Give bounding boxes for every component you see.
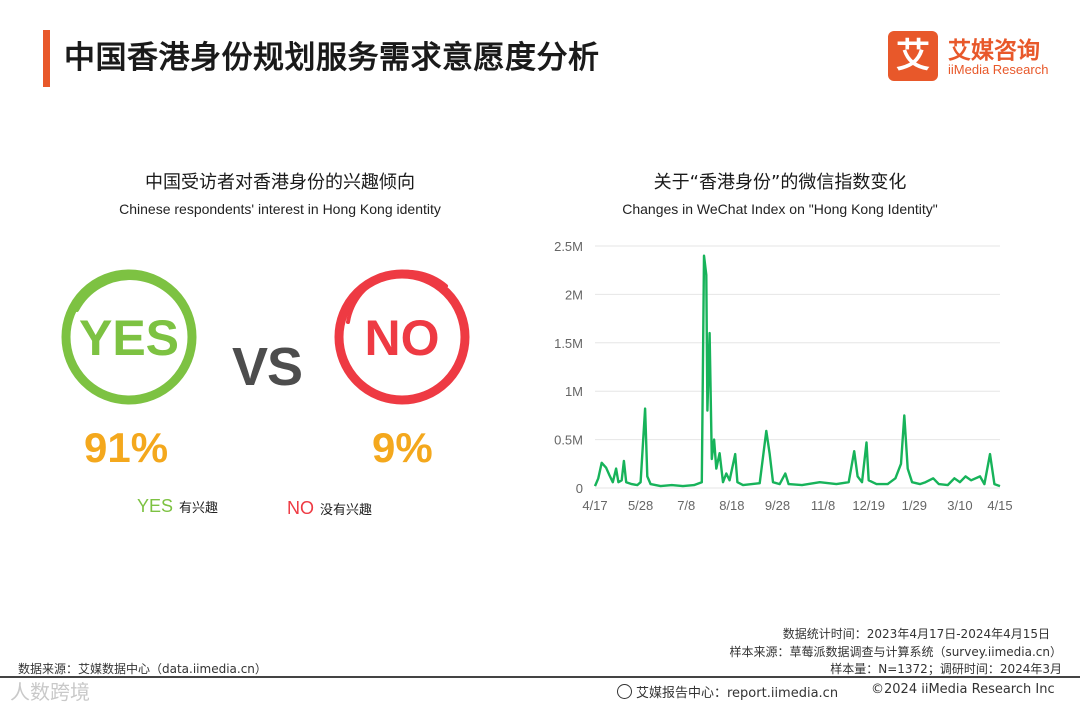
yes-ring-brush	[75, 276, 187, 316]
no-circle-text: NO	[365, 310, 440, 366]
footer-data-source: 数据来源：艾媒数据中心（data.iimedia.cn）	[18, 662, 267, 676]
yes-ring	[61, 269, 197, 405]
y-tick-label: 0	[576, 481, 583, 496]
left-panel-subtitle: Chinese respondents' interest in Hong Ko…	[119, 201, 441, 217]
yes-circle: YES	[61, 269, 197, 405]
right-panel-subtitle: Changes in WeChat Index on "Hong Kong Id…	[622, 201, 938, 217]
no-ring	[334, 269, 470, 405]
wechat-index-chart: 0 0.5M 1M 1.5M 2M 2.5M 4/17 5/28 7/8 8/18 9/28 11/8…	[554, 239, 1013, 513]
x-tick-label: 9/28	[765, 498, 790, 513]
footer-stat-time: 数据统计时间：2023年4月17日-2024年4月15日	[782, 627, 1050, 641]
wechat-index-series-line	[593, 254, 1001, 488]
title-accent-bar	[43, 30, 50, 87]
x-tick-label: 12/19	[852, 498, 885, 513]
x-tick-label: 1/29	[902, 498, 927, 513]
x-tick-label: 8/18	[719, 498, 744, 513]
y-tick-label: 2.5M	[554, 239, 583, 254]
globe-icon	[617, 684, 632, 699]
logo-badge	[888, 31, 938, 81]
footer-copyright: ©2024 iiMedia Research Inc	[871, 682, 1055, 697]
x-tick-label: 7/8	[677, 498, 695, 513]
x-tick-label: 4/17	[582, 498, 607, 513]
legend-yes-label: 有兴趣	[179, 501, 219, 516]
y-tick-label: 2M	[565, 287, 583, 302]
legend-yes: YES 有兴趣	[137, 496, 218, 517]
y-tick-label: 1.5M	[554, 336, 583, 351]
legend-no-label: 没有兴趣	[320, 503, 373, 518]
footer-report-center: 艾媒报告中心：report.iimedia.cn	[617, 682, 838, 701]
x-tick-label: 11/8	[811, 498, 835, 513]
footer-sample-size: 样本量：N=1372；调研时间：2024年3月	[830, 662, 1062, 676]
legend-yes-key: YES	[137, 496, 174, 516]
yes-circle-text: YES	[79, 310, 179, 366]
y-tick-label: 1M	[565, 384, 583, 399]
x-tick-label: 5/28	[628, 498, 653, 513]
yes-percentage: 91%	[84, 424, 169, 471]
logo-glyph: 艾	[896, 36, 930, 76]
legend-no: NO 没有兴趣	[287, 498, 372, 519]
iimedia-logo: 艾 艾媒咨询 iiMedia Research	[888, 31, 1068, 83]
right-panel-title: 关于“香港身份”的微信指数变化	[653, 172, 907, 193]
no-percentage: 9%	[372, 424, 433, 471]
x-tick-label: 4/15	[987, 498, 1012, 513]
watermark: 人数跨境	[10, 680, 90, 704]
logo-name-cn: 艾媒咨询	[948, 38, 1040, 64]
x-tick-label: 3/10	[947, 498, 972, 513]
no-circle: NO	[334, 269, 470, 405]
no-ring-brush	[346, 269, 448, 324]
footer-sample-source: 样本来源：草莓派数据调查与计算系统（survey.iimedia.cn）	[729, 645, 1062, 659]
logo-name-en: iiMedia Research	[948, 62, 1049, 77]
footer-divider	[0, 676, 1080, 678]
page-title: 中国香港身份规划服务需求意愿度分析	[64, 40, 600, 76]
y-tick-label: 0.5M	[554, 433, 583, 448]
footer-report-center-text: 艾媒报告中心：report.iimedia.cn	[636, 686, 839, 701]
left-panel-title: 中国受访者对香港身份的兴趣倾向	[145, 172, 415, 193]
vs-label: VS	[232, 337, 303, 397]
legend-no-key: NO	[287, 498, 314, 518]
